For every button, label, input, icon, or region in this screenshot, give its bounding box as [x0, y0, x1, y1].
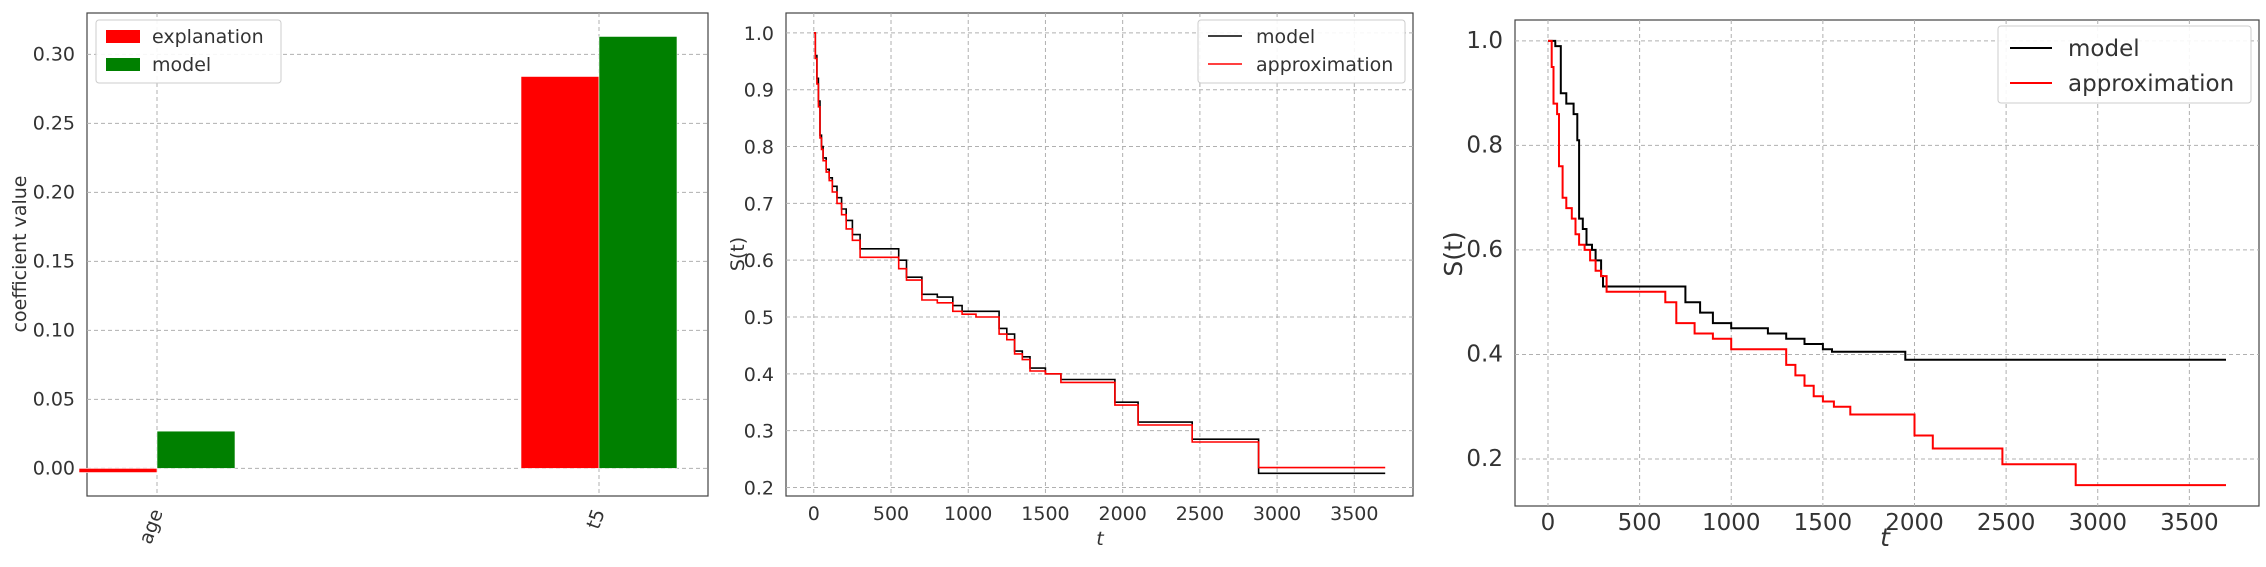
y-tick-label: 0.4 — [1466, 341, 1503, 367]
y-tick-label: 0.8 — [744, 137, 774, 159]
x-tick-label: 3500 — [1330, 503, 1378, 525]
legend: model approximation — [1197, 19, 1406, 84]
x-axis-label: t — [1096, 528, 1105, 550]
series-line-approximation — [1548, 39, 2226, 487]
x-axis-ticks: 0 500 1000 1500 2000 2500 3000 3500 — [808, 503, 1379, 525]
legend-swatch-explanation — [106, 30, 140, 43]
y-tick-label: 0.6 — [1466, 237, 1503, 263]
y-tick-label: 0.20 — [33, 181, 75, 203]
y-tick-label: 0.3 — [744, 421, 774, 443]
legend-label-approximation: approximation — [1256, 54, 1393, 76]
x-tick-label: 2000 — [1885, 510, 1944, 536]
x-tick-label: 1000 — [944, 503, 992, 525]
y-tick-label: 0.05 — [33, 388, 75, 410]
x-tick-label: 0 — [808, 503, 820, 525]
legend-label-model: model — [2068, 36, 2140, 62]
y-axis-ticks: 0.00 0.05 0.10 0.15 0.20 0.25 0.30 — [33, 43, 75, 479]
bar-model-t5 — [598, 36, 678, 469]
y-tick-label: 0.9 — [744, 80, 774, 102]
plot-frame — [785, 12, 1414, 497]
y-tick-label: 0.15 — [33, 250, 75, 272]
y-axis-ticks: 0.2 0.3 0.4 0.5 0.6 0.7 0.8 0.9 1.0 — [744, 23, 774, 500]
x-tick-label: 2500 — [1977, 510, 2036, 536]
legend: model approximation — [1997, 25, 2252, 104]
legend-swatch-model — [106, 58, 140, 71]
x-axis-ticks: age t5 — [135, 506, 610, 547]
y-tick-label: 1.0 — [1466, 28, 1503, 54]
x-axis-label: t — [1880, 523, 1891, 552]
x-tick-label: 1500 — [1021, 503, 1069, 525]
y-tick-label: 0.6 — [744, 250, 774, 272]
legend-box — [1197, 19, 1406, 84]
y-tick-label: 1.0 — [744, 23, 774, 45]
y-tick-label: 0.00 — [33, 457, 75, 479]
bar-chart-panel: 0.00 0.05 0.10 0.15 0.20 0.25 0.30 age t5 coeff… — [9, 12, 709, 547]
x-tick-label: 500 — [873, 503, 909, 525]
y-axis-ticks: 0.2 0.4 0.6 0.8 1.0 — [1466, 28, 1503, 472]
series-lines — [813, 32, 1386, 475]
bar-explanation-t5 — [520, 76, 600, 469]
series-lines — [1548, 39, 2226, 487]
x-tick-label: 0 — [1541, 510, 1556, 536]
y-tick-label: 0.30 — [33, 43, 75, 65]
x-tick-label: 2500 — [1176, 503, 1224, 525]
y-tick-label: 0.25 — [33, 112, 75, 134]
bar-explanation-age — [78, 468, 158, 473]
x-tick-label: 1000 — [1702, 510, 1761, 536]
legend-label-approximation: approximation — [2068, 71, 2234, 97]
bar-model-age — [156, 430, 236, 469]
x-tick-label: 1500 — [1794, 510, 1853, 536]
legend-label-model: model — [152, 54, 211, 76]
y-axis-label: S(t) — [1439, 231, 1468, 276]
y-tick-label: 0.7 — [744, 193, 774, 215]
legend: explanation model — [95, 19, 282, 84]
series-line-model — [1548, 39, 2226, 361]
x-tick-label: 3500 — [2160, 510, 2219, 536]
survival-chart-panel-2: 0.2 0.4 0.6 0.8 1.0 0 500 1000 1500 2000 2500 3000… — [1439, 19, 2260, 552]
x-tick-label: 3000 — [1253, 503, 1301, 525]
x-tick-label: 3000 — [2068, 510, 2127, 536]
x-tick-label: 2000 — [1098, 503, 1146, 525]
y-tick-label: 0.2 — [1466, 446, 1503, 472]
legend-box — [1997, 25, 2252, 104]
legend-box — [95, 19, 282, 84]
y-tick-label: 0.5 — [744, 307, 774, 329]
series-line-approximation — [813, 32, 1386, 469]
y-tick-label: 0.2 — [744, 477, 774, 499]
survival-chart-panel-1: 0.2 0.3 0.4 0.5 0.6 0.7 0.8 0.9 1.0 0 500 1000 1500… — [727, 12, 1414, 550]
x-axis-ticks: 0 500 1000 1500 2000 2500 3000 3500 — [1541, 510, 2219, 536]
x-tick-label: t5 — [582, 506, 609, 532]
y-tick-label: 0.4 — [744, 364, 774, 386]
grid — [786, 13, 1413, 496]
x-tick-label: 500 — [1618, 510, 1662, 536]
y-tick-label: 0.10 — [33, 319, 75, 341]
x-tick-label: age — [135, 506, 168, 547]
bars — [78, 36, 678, 473]
legend-label-explanation: explanation — [152, 26, 264, 48]
y-axis-label: S(t) — [727, 237, 749, 271]
legend-label-model: model — [1256, 26, 1315, 48]
y-axis-label: coefficient value — [9, 176, 31, 333]
y-tick-label: 0.8 — [1466, 132, 1503, 158]
